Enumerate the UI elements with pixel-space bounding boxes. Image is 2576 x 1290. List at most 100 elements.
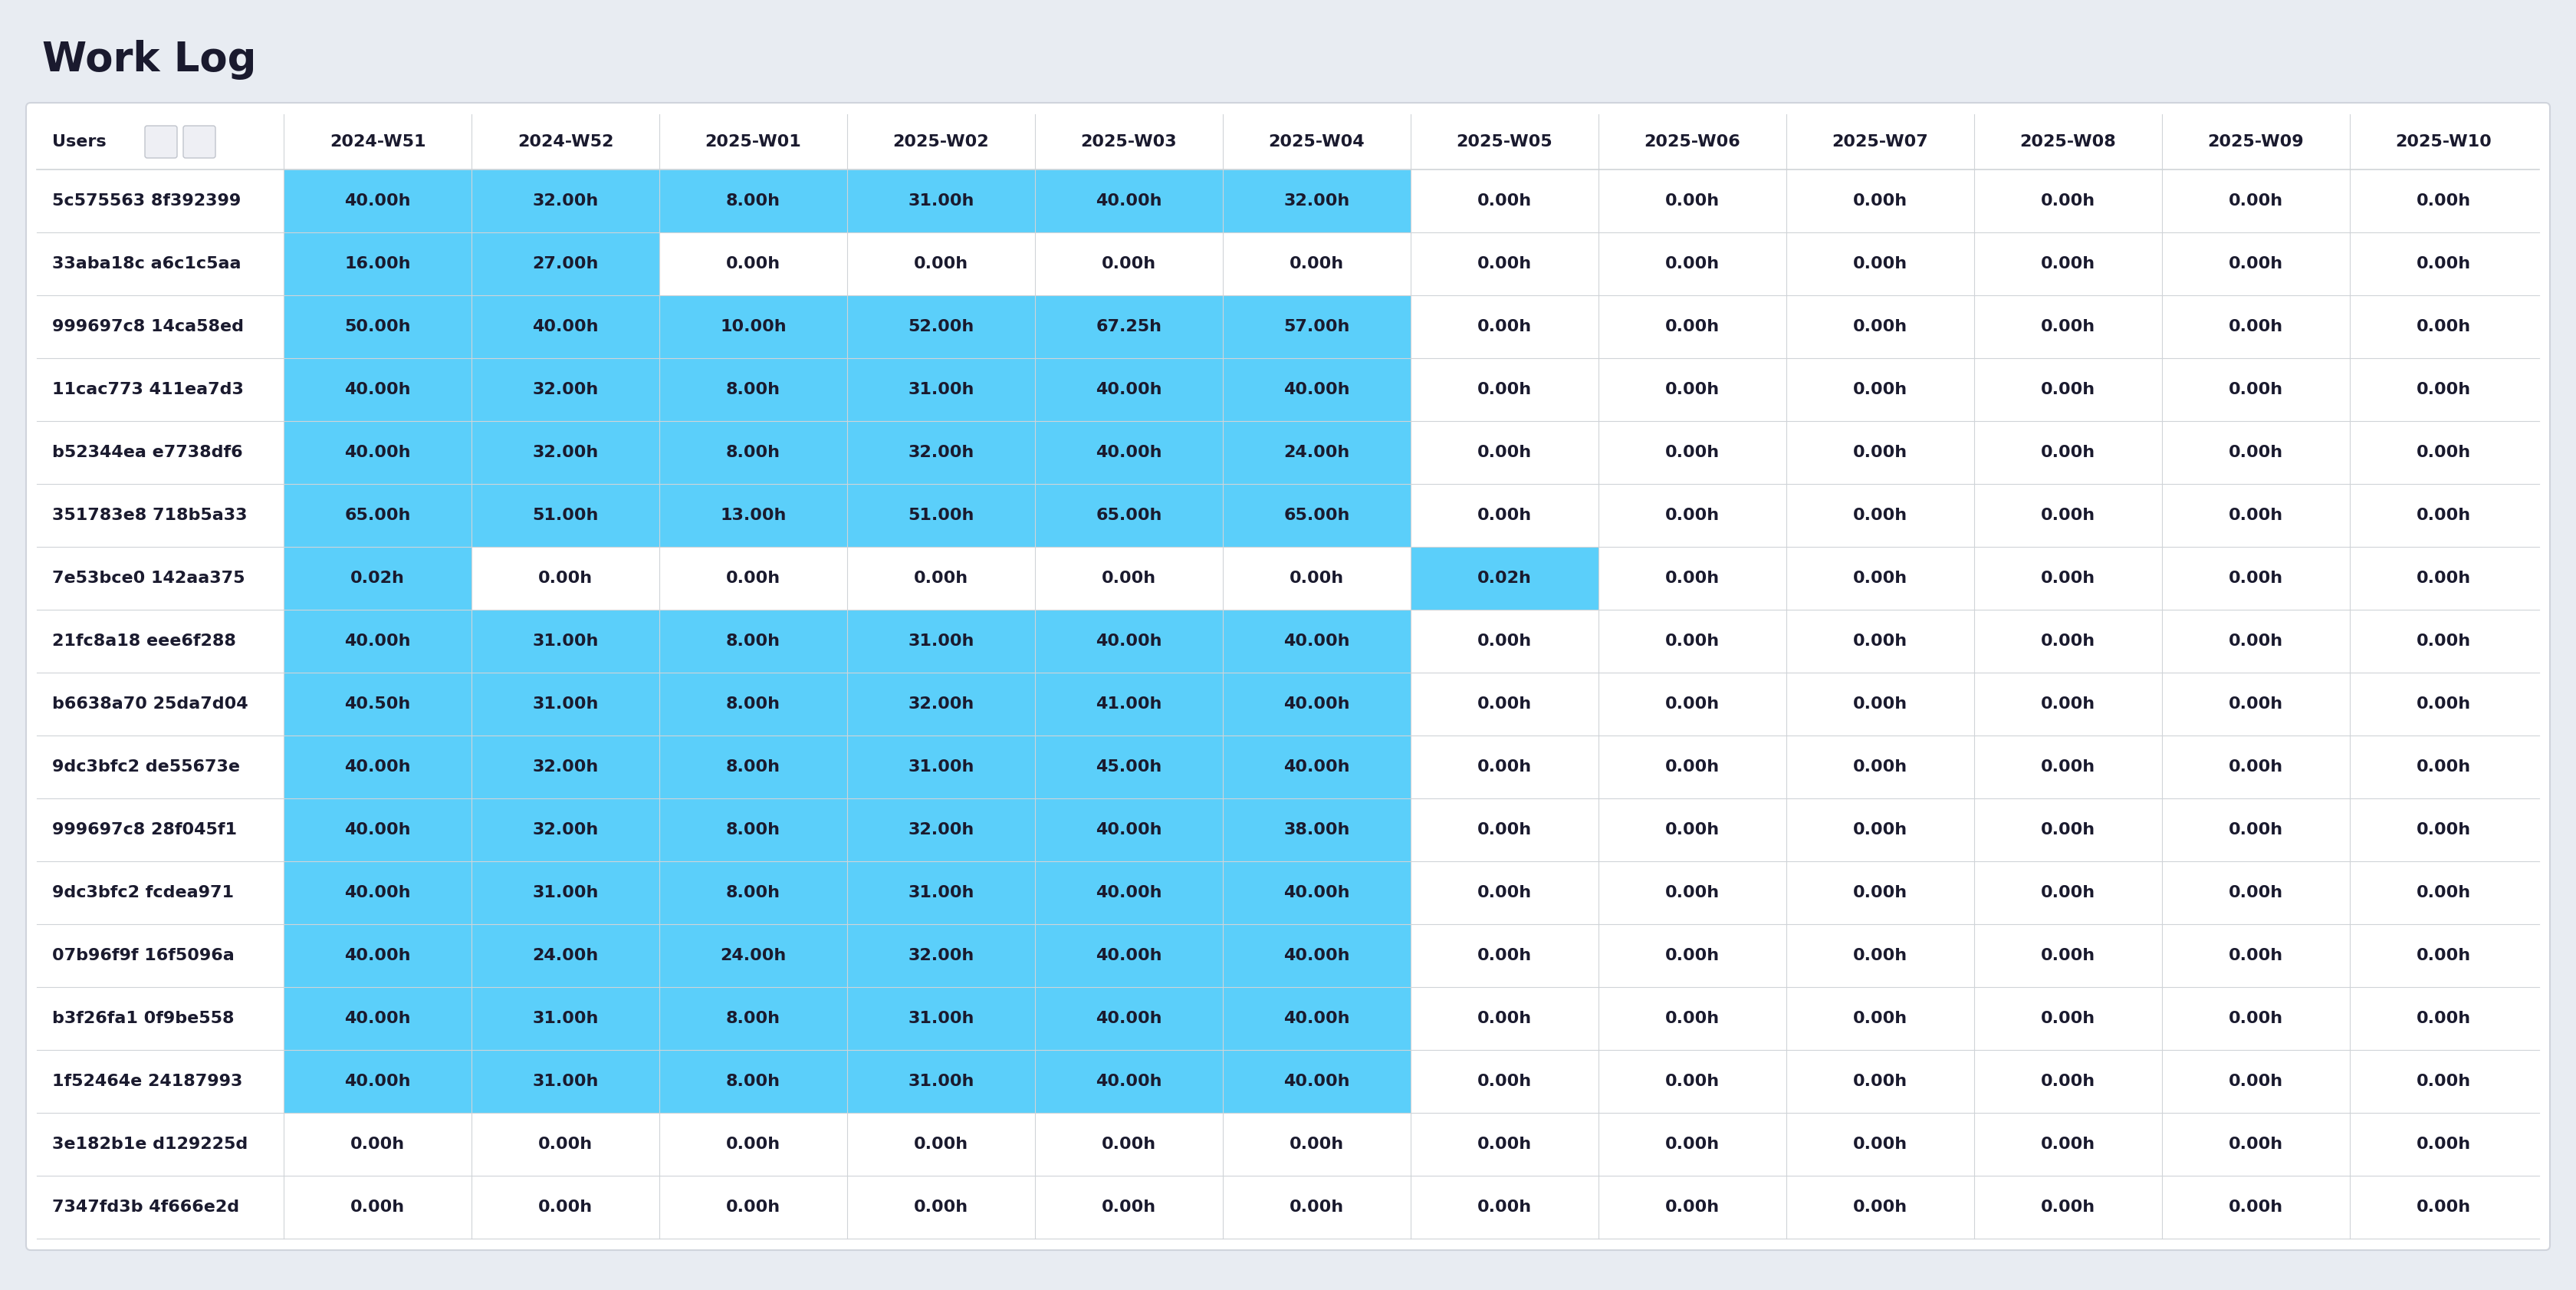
- Text: 8.00h: 8.00h: [726, 697, 781, 712]
- Text: 50.00h: 50.00h: [345, 319, 410, 334]
- Bar: [39, 610, 283, 672]
- Text: 0.00h: 0.00h: [2416, 948, 2470, 964]
- Text: 40.00h: 40.00h: [345, 1073, 410, 1089]
- Text: 40.00h: 40.00h: [1095, 194, 1162, 209]
- Bar: [39, 547, 283, 610]
- Text: b3f26fa1 0f9be558: b3f26fa1 0f9be558: [52, 1011, 234, 1026]
- Text: 0.00h: 0.00h: [2416, 697, 2470, 712]
- Text: 07b96f9f 16f5096a: 07b96f9f 16f5096a: [52, 948, 234, 964]
- Bar: [2161, 610, 2349, 672]
- Text: 32.00h: 32.00h: [533, 445, 598, 461]
- Text: 351783e8 718b5a33: 351783e8 718b5a33: [52, 508, 247, 522]
- Bar: [283, 547, 471, 610]
- Text: 40.00h: 40.00h: [1283, 1073, 1350, 1089]
- Text: 40.00h: 40.00h: [1283, 382, 1350, 397]
- Text: 0.00h: 0.00h: [1664, 1011, 1721, 1026]
- Text: 40.00h: 40.00h: [533, 319, 598, 334]
- Text: 0.00h: 0.00h: [2416, 1136, 2470, 1152]
- Bar: [659, 987, 848, 1050]
- Text: 0.00h: 0.00h: [2040, 445, 2094, 461]
- Bar: [1224, 672, 1412, 735]
- Text: b6638a70 25da7d04: b6638a70 25da7d04: [52, 697, 247, 712]
- Text: 0.00h: 0.00h: [2228, 885, 2282, 900]
- Text: 31.00h: 31.00h: [533, 1011, 598, 1026]
- Bar: [2161, 1050, 2349, 1113]
- Text: 0.00h: 0.00h: [2040, 885, 2094, 900]
- Text: 0.00h: 0.00h: [914, 257, 969, 271]
- Bar: [283, 484, 471, 547]
- Text: 65.00h: 65.00h: [345, 508, 410, 522]
- Bar: [1412, 1050, 1600, 1113]
- Bar: [848, 672, 1036, 735]
- Bar: [659, 421, 848, 484]
- Bar: [2161, 232, 2349, 295]
- Bar: [1973, 359, 2161, 421]
- Text: 2025-W05: 2025-W05: [1455, 134, 1553, 150]
- Text: 31.00h: 31.00h: [533, 885, 598, 900]
- Text: 9dc3bfc2 fcdea971: 9dc3bfc2 fcdea971: [52, 885, 234, 900]
- Bar: [471, 735, 659, 799]
- Text: 0.00h: 0.00h: [2416, 633, 2470, 649]
- Bar: [1973, 547, 2161, 610]
- Text: 40.00h: 40.00h: [345, 633, 410, 649]
- Text: 0.00h: 0.00h: [1476, 1200, 1533, 1215]
- Text: 0.00h: 0.00h: [538, 1200, 592, 1215]
- Bar: [1036, 547, 1224, 610]
- Bar: [1224, 547, 1412, 610]
- Text: 40.00h: 40.00h: [345, 194, 410, 209]
- Bar: [283, 1113, 471, 1175]
- Text: 0.00h: 0.00h: [2228, 1200, 2282, 1215]
- Text: 31.00h: 31.00h: [907, 1011, 974, 1026]
- Text: 51.00h: 51.00h: [533, 508, 598, 522]
- Text: 0.00h: 0.00h: [1852, 948, 1906, 964]
- Text: 0.00h: 0.00h: [2228, 948, 2282, 964]
- Text: 0.00h: 0.00h: [2040, 760, 2094, 774]
- Bar: [1785, 610, 1973, 672]
- Bar: [1412, 359, 1600, 421]
- Bar: [1036, 1175, 1224, 1238]
- Text: 0.00h: 0.00h: [1852, 760, 1906, 774]
- Text: 0.00h: 0.00h: [1852, 822, 1906, 837]
- Text: 0.00h: 0.00h: [1476, 194, 1533, 209]
- Text: 0.00h: 0.00h: [2228, 508, 2282, 522]
- Text: 40.00h: 40.00h: [1095, 445, 1162, 461]
- Bar: [1224, 421, 1412, 484]
- Bar: [1412, 924, 1600, 987]
- Text: 0.00h: 0.00h: [1852, 194, 1906, 209]
- Text: 0.00h: 0.00h: [538, 1136, 592, 1152]
- Text: 0.00h: 0.00h: [1852, 1011, 1906, 1026]
- Bar: [1224, 169, 1412, 232]
- Text: 0.00h: 0.00h: [2416, 1073, 2470, 1089]
- Text: 40.00h: 40.00h: [1283, 760, 1350, 774]
- Bar: [1412, 547, 1600, 610]
- Text: 65.00h: 65.00h: [1095, 508, 1162, 522]
- Text: 0.00h: 0.00h: [350, 1200, 404, 1215]
- Bar: [848, 1113, 1036, 1175]
- Bar: [2349, 359, 2537, 421]
- Bar: [1412, 169, 1600, 232]
- Text: 0.00h: 0.00h: [726, 1200, 781, 1215]
- Bar: [283, 295, 471, 359]
- Text: 32.00h: 32.00h: [533, 822, 598, 837]
- Bar: [283, 359, 471, 421]
- Text: 0.00h: 0.00h: [2040, 697, 2094, 712]
- Text: 32.00h: 32.00h: [907, 445, 974, 461]
- Bar: [1036, 232, 1224, 295]
- Text: 0.00h: 0.00h: [1852, 570, 1906, 586]
- Bar: [471, 987, 659, 1050]
- Text: 8.00h: 8.00h: [726, 1073, 781, 1089]
- Bar: [1973, 295, 2161, 359]
- Text: 0.00h: 0.00h: [1476, 885, 1533, 900]
- Text: 0.00h: 0.00h: [1664, 697, 1721, 712]
- Text: 41.00h: 41.00h: [1095, 697, 1162, 712]
- Bar: [2349, 169, 2537, 232]
- Text: 0.00h: 0.00h: [2228, 194, 2282, 209]
- Text: 0.00h: 0.00h: [726, 257, 781, 271]
- Text: 0.00h: 0.00h: [1291, 1200, 1345, 1215]
- Text: 32.00h: 32.00h: [907, 822, 974, 837]
- Bar: [2161, 421, 2349, 484]
- Bar: [1973, 987, 2161, 1050]
- Bar: [659, 799, 848, 862]
- Bar: [1412, 295, 1600, 359]
- Text: 0.00h: 0.00h: [1664, 1136, 1721, 1152]
